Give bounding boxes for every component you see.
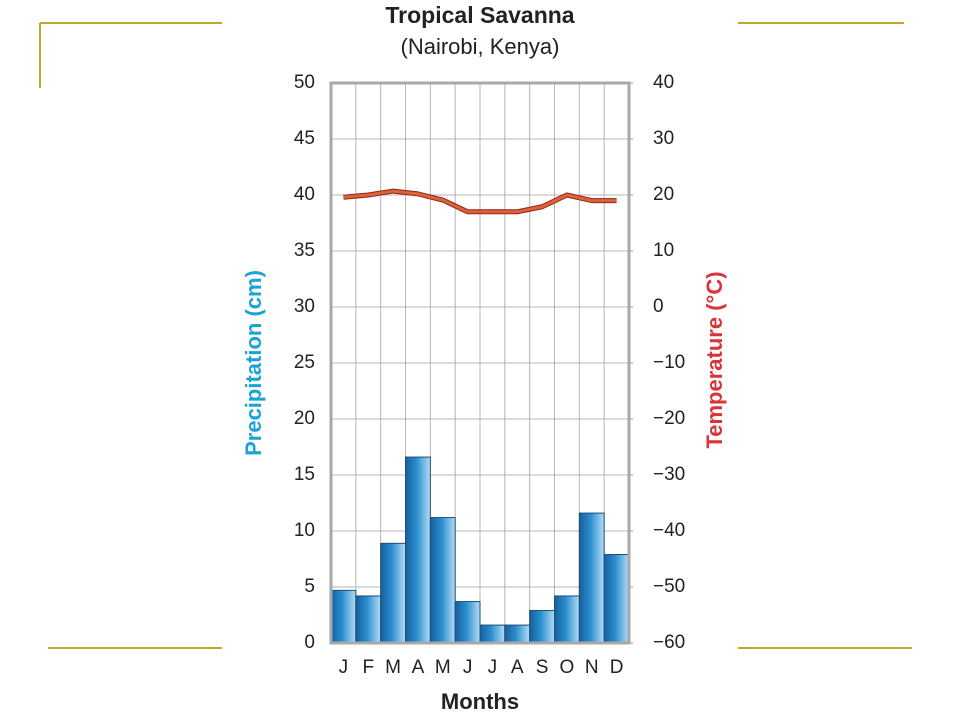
y2-tick-label: 20 <box>653 184 674 205</box>
chart-title: Tropical Savanna <box>385 2 574 28</box>
x-tick-label: F <box>362 657 374 678</box>
temperature-line <box>343 189 617 214</box>
bar <box>330 589 357 644</box>
bar <box>479 624 506 644</box>
x-tick-label: J <box>339 657 349 678</box>
y2-tick-label: −40 <box>653 520 685 541</box>
x-tick-label: M <box>435 657 451 678</box>
bar <box>355 595 382 644</box>
y-tick-label: 25 <box>294 352 315 373</box>
y-tick-label: 30 <box>294 296 315 317</box>
x-tick-label: J <box>488 657 498 678</box>
bar <box>554 595 580 644</box>
bar <box>429 517 456 644</box>
y2-tick-label: 40 <box>653 72 674 93</box>
y2-tick-label: 0 <box>653 296 664 317</box>
y-tick-label: 5 <box>304 576 315 597</box>
x-axis-label: Months <box>441 689 519 714</box>
bar <box>504 624 531 644</box>
y2-tick-label: 10 <box>653 240 674 261</box>
y-tick-label: 35 <box>294 240 315 261</box>
x-tick-label: M <box>385 657 401 678</box>
y2-tick-label: −10 <box>653 352 685 373</box>
y2-tick-label: −20 <box>653 408 685 429</box>
x-tick-label: N <box>585 657 599 678</box>
x-tick-label: O <box>560 657 575 678</box>
x-tick-label: D <box>610 657 624 678</box>
y-tick-label: 20 <box>294 408 315 429</box>
y2-tick-label: −50 <box>653 576 685 597</box>
plot-frame <box>329 81 631 645</box>
bar <box>405 456 431 644</box>
x-tick-label: A <box>511 657 524 678</box>
bar <box>454 601 481 644</box>
bar <box>380 542 406 644</box>
y-tick-label: 50 <box>294 72 315 93</box>
y2-tick-label: 30 <box>653 128 674 149</box>
y-tick-label: 15 <box>294 464 315 485</box>
y-axis-label: Precipitation (cm) <box>241 270 266 456</box>
x-tick-label: S <box>536 657 549 678</box>
bar <box>529 610 556 644</box>
y2-axis-label: Temperature (°C) <box>702 271 727 448</box>
bar <box>578 512 605 644</box>
chart-subtitle: (Nairobi, Kenya) <box>401 34 560 59</box>
y2-tick-label: −60 <box>653 632 685 653</box>
y-tick-label: 0 <box>304 632 315 653</box>
y-tick-label: 10 <box>294 520 315 541</box>
y-tick-label: 45 <box>294 128 315 149</box>
x-tick-label: J <box>463 657 473 678</box>
y-tick-label: 40 <box>294 184 315 205</box>
x-tick-label: A <box>412 657 425 678</box>
y2-tick-label: −30 <box>653 464 685 485</box>
bar <box>603 554 630 644</box>
